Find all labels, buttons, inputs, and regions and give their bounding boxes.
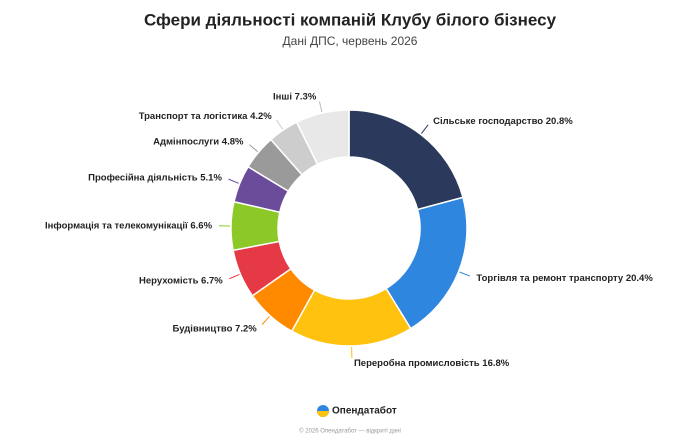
slice-value: 4.8% — [222, 136, 244, 147]
chart-title: Сфери діяльності компаній Клубу білого б… — [144, 10, 557, 29]
leader-line — [229, 273, 240, 280]
slice-value: 6.7% — [201, 275, 223, 286]
slice-category: Нерухомість — [139, 275, 199, 286]
leader-line — [459, 271, 470, 277]
slice-label: Будівництво 7.2% — [173, 323, 258, 334]
leader-line — [421, 124, 429, 134]
slice-category: Торгівля та ремонт транспорту — [476, 272, 623, 283]
slice-value: 20.4% — [626, 272, 653, 283]
leader-line — [318, 101, 323, 113]
slice-label: Торгівля та ремонт транспорту 20.4% — [476, 272, 653, 283]
slice-label: Транспорт та логістика 4.2% — [139, 110, 273, 121]
leader-line — [261, 316, 270, 325]
slice-category: Переробна промисловість — [354, 357, 480, 368]
slice-category: Транспорт та логістика — [139, 110, 248, 121]
slice-category: Інформація та телекомунікації — [45, 220, 188, 231]
slice-label: Переробна промисловість 16.8% — [354, 357, 510, 368]
slice-label: Адмінпослуги 4.8% — [153, 136, 244, 147]
footer-note: © 2026 Опендатабот — відкриті дані — [299, 428, 401, 435]
slice-label: Професійна діяльність 5.1% — [88, 172, 222, 183]
slice-value: 7.2% — [235, 323, 257, 334]
slice-label: Нерухомість 6.7% — [139, 275, 223, 286]
logo-icon-half — [317, 411, 329, 417]
slice-value: 6.6% — [190, 220, 212, 231]
slice-category: Інші — [273, 91, 292, 102]
leader-line — [276, 119, 284, 130]
donut-slice — [295, 109, 350, 166]
slice-value: 5.1% — [200, 172, 222, 183]
slice-label: Інші 7.3% — [273, 91, 317, 102]
slice-category: Сільське господарство — [433, 115, 543, 126]
slice-value: 4.2% — [250, 110, 272, 121]
brand-name: Опендатабот — [332, 405, 397, 417]
slice-category: Адмінпослуги — [153, 136, 219, 147]
slice-label: Інформація та телекомунікації 6.6% — [45, 220, 213, 231]
slice-label: Сільське господарство 20.8% — [433, 115, 573, 126]
slice-value: 7.3% — [295, 91, 317, 102]
chart-subtitle: Дані ДПС, червень 2026 — [283, 34, 418, 48]
plot: Сільське господарство 20.8% Торгівля та р… — [45, 91, 653, 368]
leader-line — [228, 178, 239, 184]
slice-value: 20.8% — [546, 115, 573, 126]
brand-logo: Опендатабот — [317, 405, 397, 417]
leader-line — [248, 144, 259, 153]
slice-value: 16.8% — [482, 357, 509, 368]
slice-category: Професійна діяльність — [88, 172, 198, 183]
slice-category: Будівництво — [173, 323, 233, 334]
